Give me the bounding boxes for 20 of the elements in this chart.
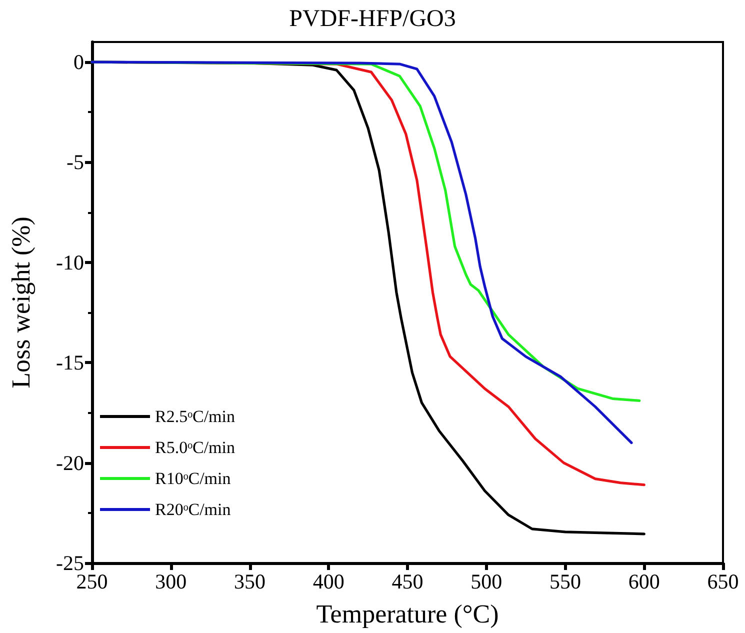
legend-label: R2.5ᵒC/min (155, 407, 236, 426)
x-tick-label: 500 (470, 570, 502, 594)
y-tick-label: -5 (66, 150, 84, 174)
chart-title: PVDF-HFP/GO3 (289, 6, 456, 32)
x-tick-label: 400 (312, 570, 344, 594)
legend-label: R5.0ᵒC/min (155, 438, 236, 457)
x-tick-label: 550 (550, 570, 581, 594)
x-tick-label: 600 (628, 570, 660, 594)
y-axis-title: Loss weight (%) (6, 216, 36, 388)
x-tick-label: 300 (155, 570, 187, 594)
legend-label: R10ᵒC/min (155, 469, 232, 488)
x-axis-title: Temperature (°C) (316, 600, 499, 628)
y-tick-label: -20 (56, 450, 84, 475)
x-tick-label: 350 (234, 570, 266, 594)
y-tick-label: -10 (56, 250, 84, 274)
y-tick-label: 0 (74, 50, 84, 74)
x-tick-label: 450 (392, 570, 424, 594)
legend-label: R20ᵒC/min (155, 500, 232, 519)
y-tick-label: -15 (56, 350, 84, 375)
x-tick-label: 650 (707, 570, 739, 594)
